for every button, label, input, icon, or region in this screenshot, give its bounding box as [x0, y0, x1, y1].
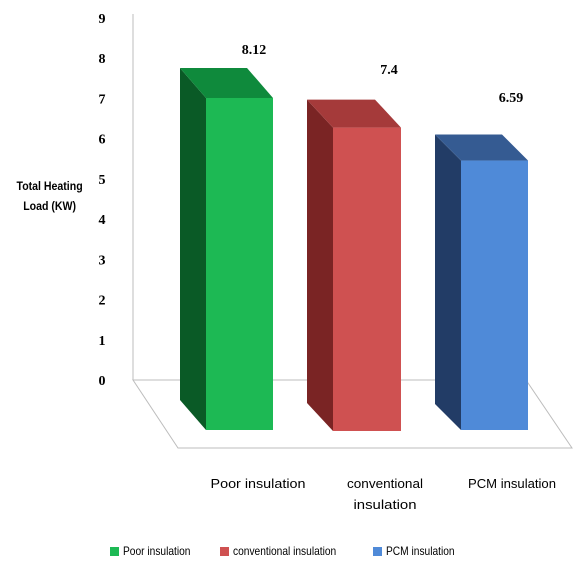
y-tick-label: 6	[99, 133, 106, 148]
y-tick-label: 0	[99, 374, 106, 389]
bar-conventional-insulation	[333, 127, 401, 431]
y-tick-label: 1	[99, 334, 106, 349]
category-label-pcm-insulation: PCM insulation	[468, 476, 556, 491]
bar-poor-insulation-top	[180, 67, 273, 98]
category-label-conventional-insulation: insulation	[354, 497, 417, 512]
bar-conventional-insulation-top	[307, 99, 401, 128]
y-tick-labels: 0 1 2 3 4 5 6 7 8 9	[99, 12, 106, 389]
bar-pcm-insulation-side	[435, 134, 461, 430]
legend-swatch-poor	[109, 546, 119, 556]
legend-label-pcm: PCM insulation	[385, 544, 455, 558]
bar-pcm-insulation-top	[435, 134, 528, 161]
data-label-pcm-insulation: 6.59	[499, 91, 524, 106]
legend-swatch-pcm	[372, 546, 382, 556]
legend-label-conventional: conventional insulation	[233, 544, 337, 558]
y-tick-label: 8	[99, 52, 106, 67]
legend-label-poor: Poor insulation	[122, 544, 191, 558]
legend-item-poor: Poor insulation	[109, 541, 202, 561]
y-tick-label: 7	[99, 92, 106, 107]
bar-conventional-insulation-side	[307, 99, 333, 431]
bar-poor-insulation-side	[180, 67, 206, 430]
data-label-conventional-insulation: 7.4	[380, 63, 398, 78]
legend-item-pcm: PCM insulation	[372, 541, 467, 561]
bar-poor-insulation	[206, 97, 273, 430]
category-labels: Poor insulation conventional insulation PCM…	[211, 476, 557, 512]
data-labels: 8.12 7.4 6.59	[242, 43, 524, 106]
y-tick-label: 9	[99, 12, 106, 27]
category-label-conventional-insulation: conventional	[347, 476, 423, 491]
bars	[180, 67, 528, 431]
y-tick-label: 2	[99, 294, 106, 309]
y-tick-label: 3	[99, 253, 106, 268]
category-label-poor-insulation: Poor insulation	[211, 476, 306, 491]
bar-pcm-insulation	[461, 160, 528, 430]
y-tick-label: 4	[99, 213, 106, 228]
legend-swatch-conventional	[220, 546, 230, 556]
legend-item-conventional: conventional insulation	[220, 541, 354, 561]
data-label-poor-insulation: 8.12	[242, 43, 267, 58]
y-tick-label: 5	[99, 173, 106, 188]
legend: Poor insulation conventional insulation …	[0, 541, 576, 561]
y-axis-title: Total Heating Load (KW)	[16, 179, 83, 213]
